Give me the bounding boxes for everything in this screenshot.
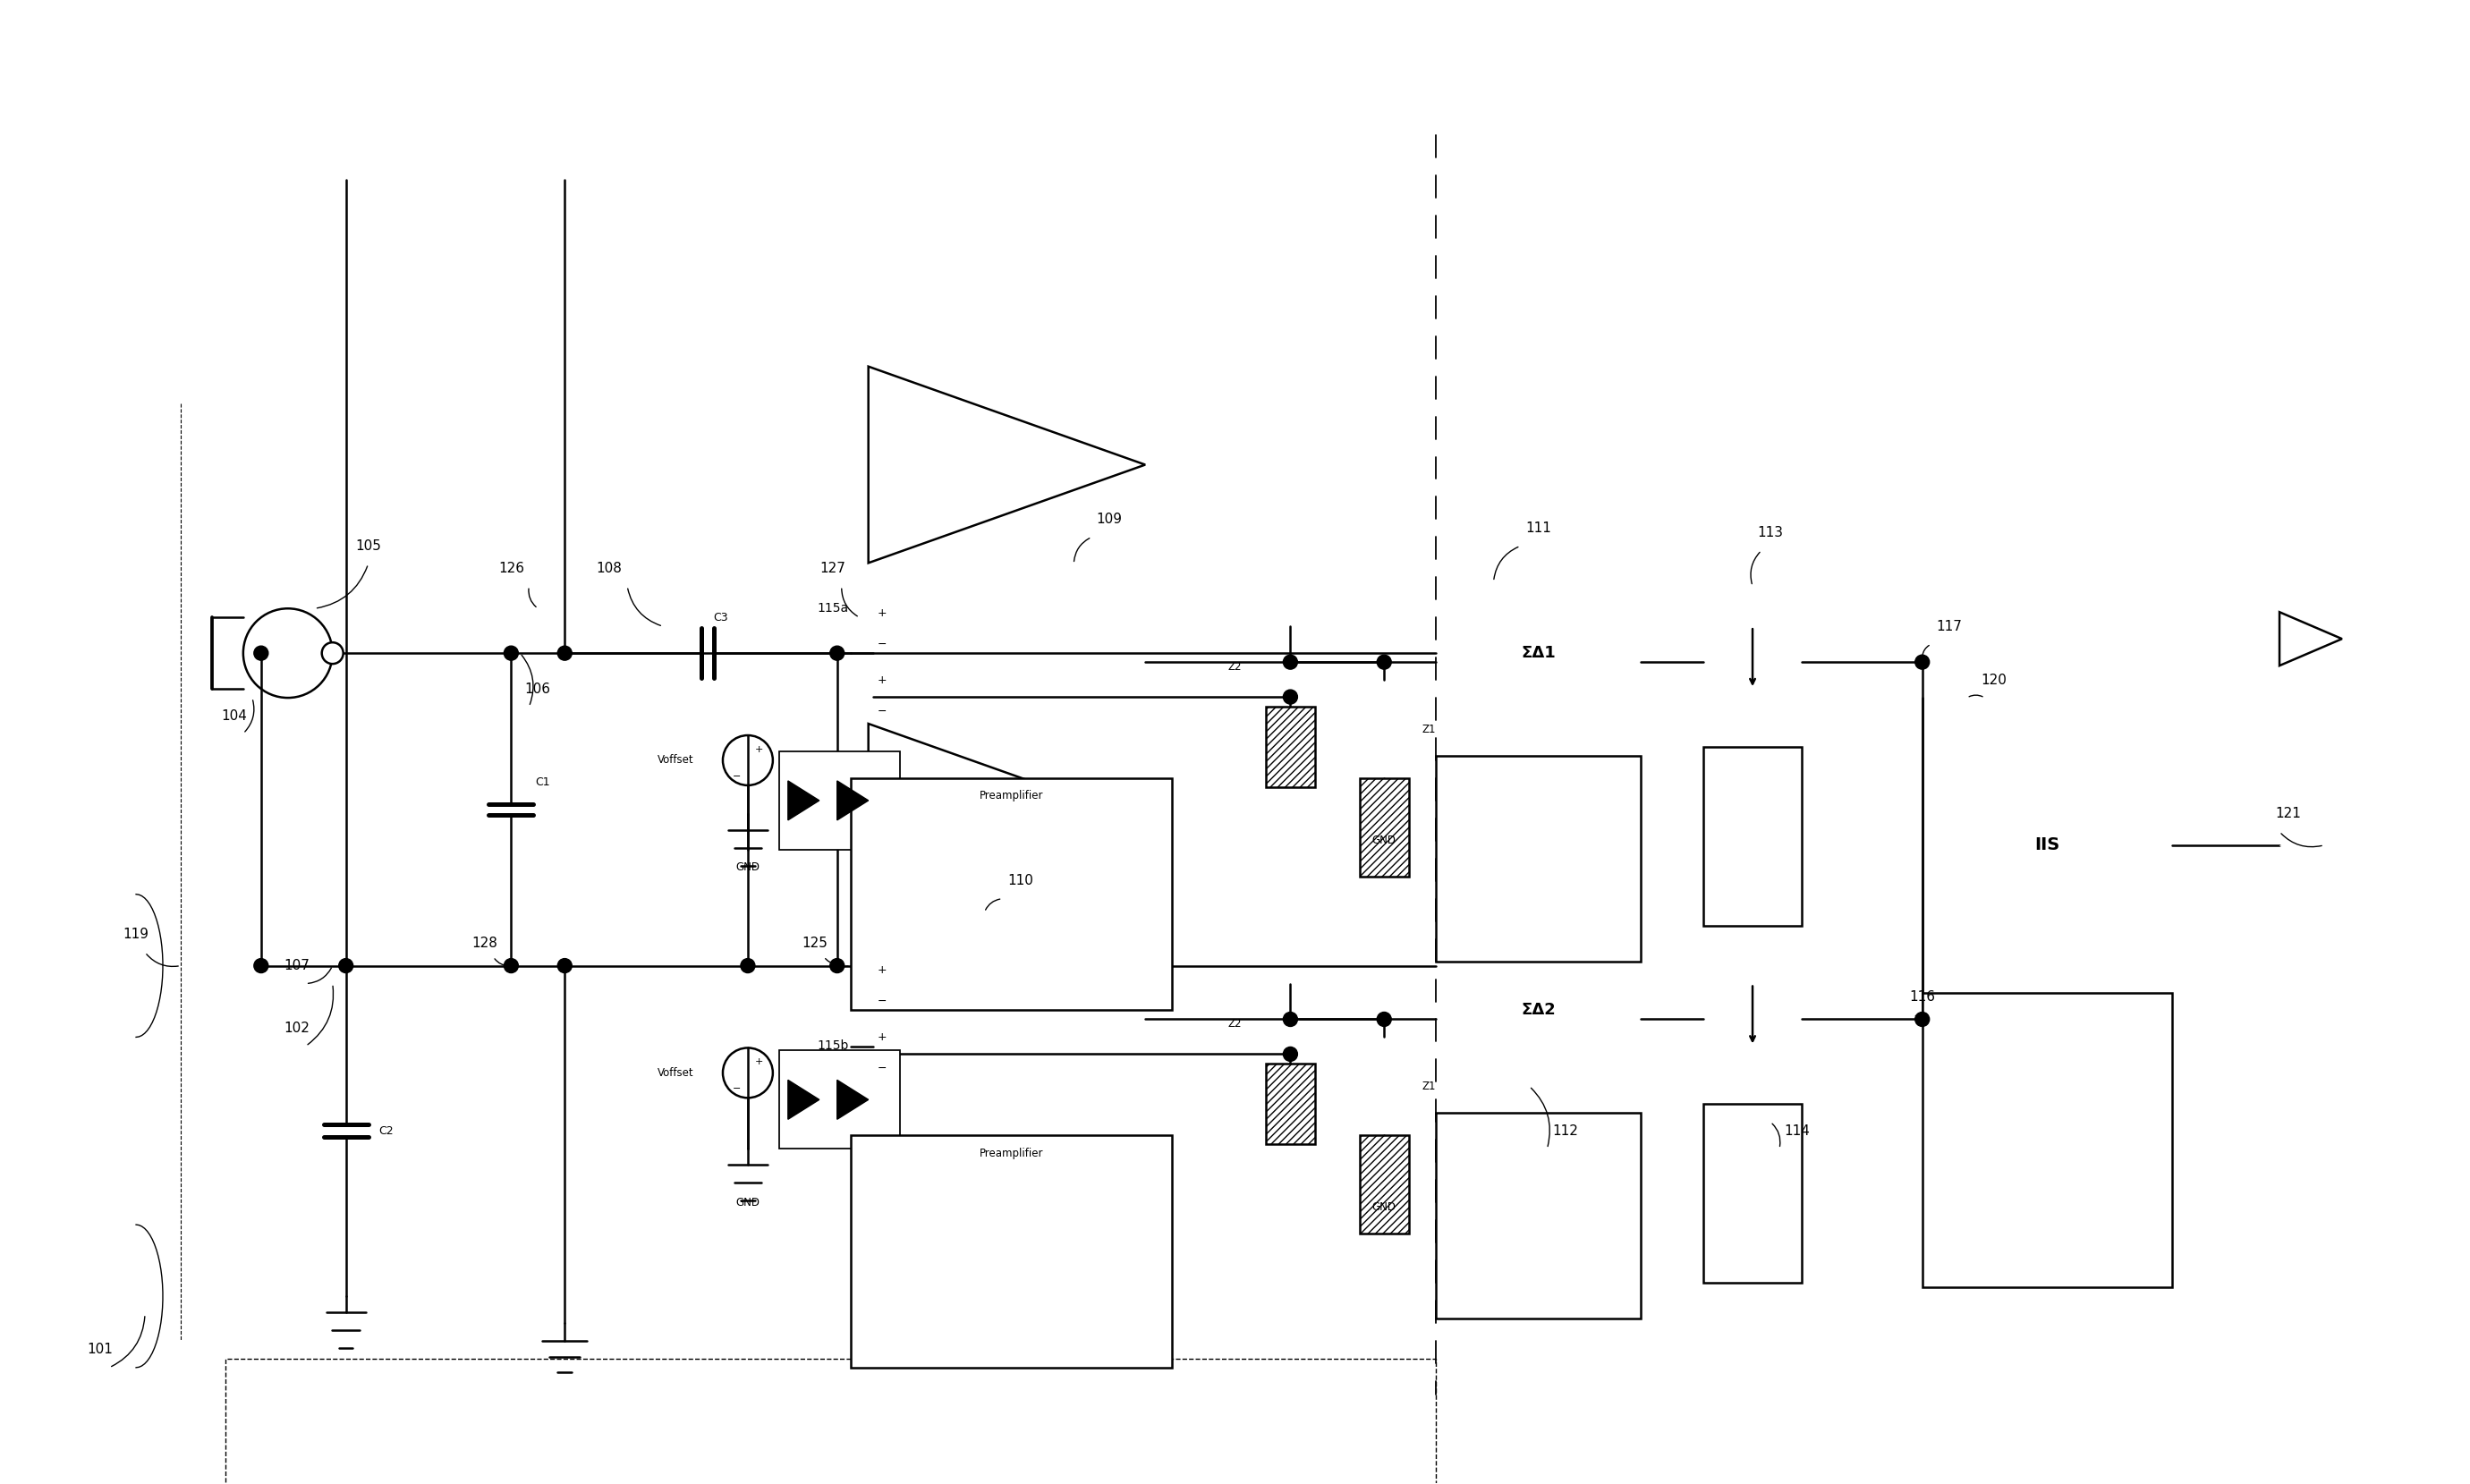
Bar bbox=[1704, 746, 1801, 926]
Text: C3: C3 bbox=[714, 611, 729, 623]
Text: 112: 112 bbox=[1551, 1125, 1578, 1138]
Circle shape bbox=[321, 643, 343, 663]
Bar bbox=[1922, 993, 2171, 1287]
Circle shape bbox=[1914, 654, 1929, 669]
Text: −: − bbox=[877, 638, 887, 650]
Text: +: + bbox=[877, 674, 887, 686]
Text: +: + bbox=[877, 965, 887, 976]
Text: 128: 128 bbox=[472, 936, 496, 950]
Bar bbox=[1265, 706, 1314, 787]
Circle shape bbox=[1284, 654, 1297, 669]
Circle shape bbox=[254, 959, 269, 974]
Polygon shape bbox=[837, 781, 869, 821]
Text: 117: 117 bbox=[1936, 620, 1961, 634]
Text: 102: 102 bbox=[284, 1021, 309, 1034]
Bar bbox=[778, 751, 899, 850]
Bar bbox=[1359, 1135, 1408, 1233]
Text: 101: 101 bbox=[86, 1343, 114, 1356]
Text: +: + bbox=[756, 745, 763, 754]
Circle shape bbox=[1376, 1012, 1391, 1027]
Text: IIS: IIS bbox=[2035, 837, 2060, 853]
Text: Preamplifier: Preamplifier bbox=[978, 789, 1042, 801]
Polygon shape bbox=[837, 1080, 869, 1119]
Text: 109: 109 bbox=[1097, 512, 1121, 525]
Text: 104: 104 bbox=[222, 709, 247, 723]
Circle shape bbox=[1914, 1012, 1929, 1027]
Text: 107: 107 bbox=[284, 959, 309, 972]
Bar bbox=[778, 1051, 899, 1149]
Text: +: + bbox=[877, 1031, 887, 1043]
Text: Z2: Z2 bbox=[1228, 660, 1242, 672]
Bar bbox=[1265, 1064, 1314, 1144]
Text: 115b: 115b bbox=[818, 1040, 850, 1052]
Text: 126: 126 bbox=[499, 561, 524, 574]
Text: 125: 125 bbox=[803, 936, 827, 950]
Text: +: + bbox=[756, 1058, 763, 1067]
Polygon shape bbox=[788, 781, 820, 821]
Text: −: − bbox=[877, 996, 887, 1008]
Circle shape bbox=[254, 646, 269, 660]
Text: Preamplifier: Preamplifier bbox=[978, 1147, 1042, 1159]
Text: 105: 105 bbox=[356, 539, 380, 552]
Circle shape bbox=[1284, 1048, 1297, 1061]
Text: −: − bbox=[731, 1085, 741, 1094]
Text: −: − bbox=[877, 1063, 887, 1074]
Circle shape bbox=[504, 959, 519, 974]
Text: 120: 120 bbox=[1981, 674, 2006, 687]
Circle shape bbox=[741, 959, 756, 974]
Text: −: − bbox=[731, 772, 741, 781]
Text: −: − bbox=[877, 705, 887, 717]
Circle shape bbox=[558, 959, 573, 974]
Text: 115a: 115a bbox=[818, 603, 847, 614]
Text: Z1: Z1 bbox=[1423, 723, 1435, 735]
Text: 119: 119 bbox=[124, 928, 148, 941]
Text: 111: 111 bbox=[1526, 521, 1551, 534]
Text: 113: 113 bbox=[1759, 525, 1783, 539]
Text: 110: 110 bbox=[1008, 874, 1032, 887]
Polygon shape bbox=[788, 1080, 820, 1119]
Circle shape bbox=[830, 646, 845, 660]
Circle shape bbox=[338, 959, 353, 974]
Text: Z2: Z2 bbox=[1228, 1018, 1242, 1030]
Circle shape bbox=[830, 959, 845, 974]
Text: GND: GND bbox=[1371, 835, 1396, 846]
Text: Voffset: Voffset bbox=[657, 1067, 694, 1079]
Bar bbox=[1359, 778, 1408, 877]
Circle shape bbox=[558, 646, 573, 660]
Text: GND: GND bbox=[1371, 1201, 1396, 1212]
Text: GND: GND bbox=[736, 1196, 761, 1208]
Text: 106: 106 bbox=[526, 683, 551, 696]
Text: Voffset: Voffset bbox=[657, 754, 694, 766]
Bar bbox=[1704, 1104, 1801, 1282]
Text: 116: 116 bbox=[1909, 990, 1934, 1003]
Circle shape bbox=[1284, 690, 1297, 703]
Text: 121: 121 bbox=[2275, 807, 2302, 821]
Bar bbox=[225, 1359, 1435, 1484]
Text: 108: 108 bbox=[595, 561, 622, 574]
Text: C2: C2 bbox=[378, 1125, 393, 1137]
Bar bbox=[1435, 755, 1640, 962]
Circle shape bbox=[504, 646, 519, 660]
Bar bbox=[850, 1135, 1173, 1368]
Text: +: + bbox=[877, 607, 887, 619]
Text: GND: GND bbox=[736, 862, 761, 873]
Circle shape bbox=[1376, 654, 1391, 669]
Text: 114: 114 bbox=[1783, 1125, 1811, 1138]
Circle shape bbox=[1284, 1012, 1297, 1027]
Text: ΣΔ1: ΣΔ1 bbox=[1522, 646, 1556, 662]
Text: 127: 127 bbox=[820, 561, 845, 574]
Bar bbox=[1435, 1113, 1640, 1318]
Text: C1: C1 bbox=[536, 776, 551, 788]
Text: Z1: Z1 bbox=[1423, 1080, 1435, 1092]
Text: ΣΔ2: ΣΔ2 bbox=[1522, 1002, 1556, 1018]
Bar bbox=[850, 778, 1173, 1011]
